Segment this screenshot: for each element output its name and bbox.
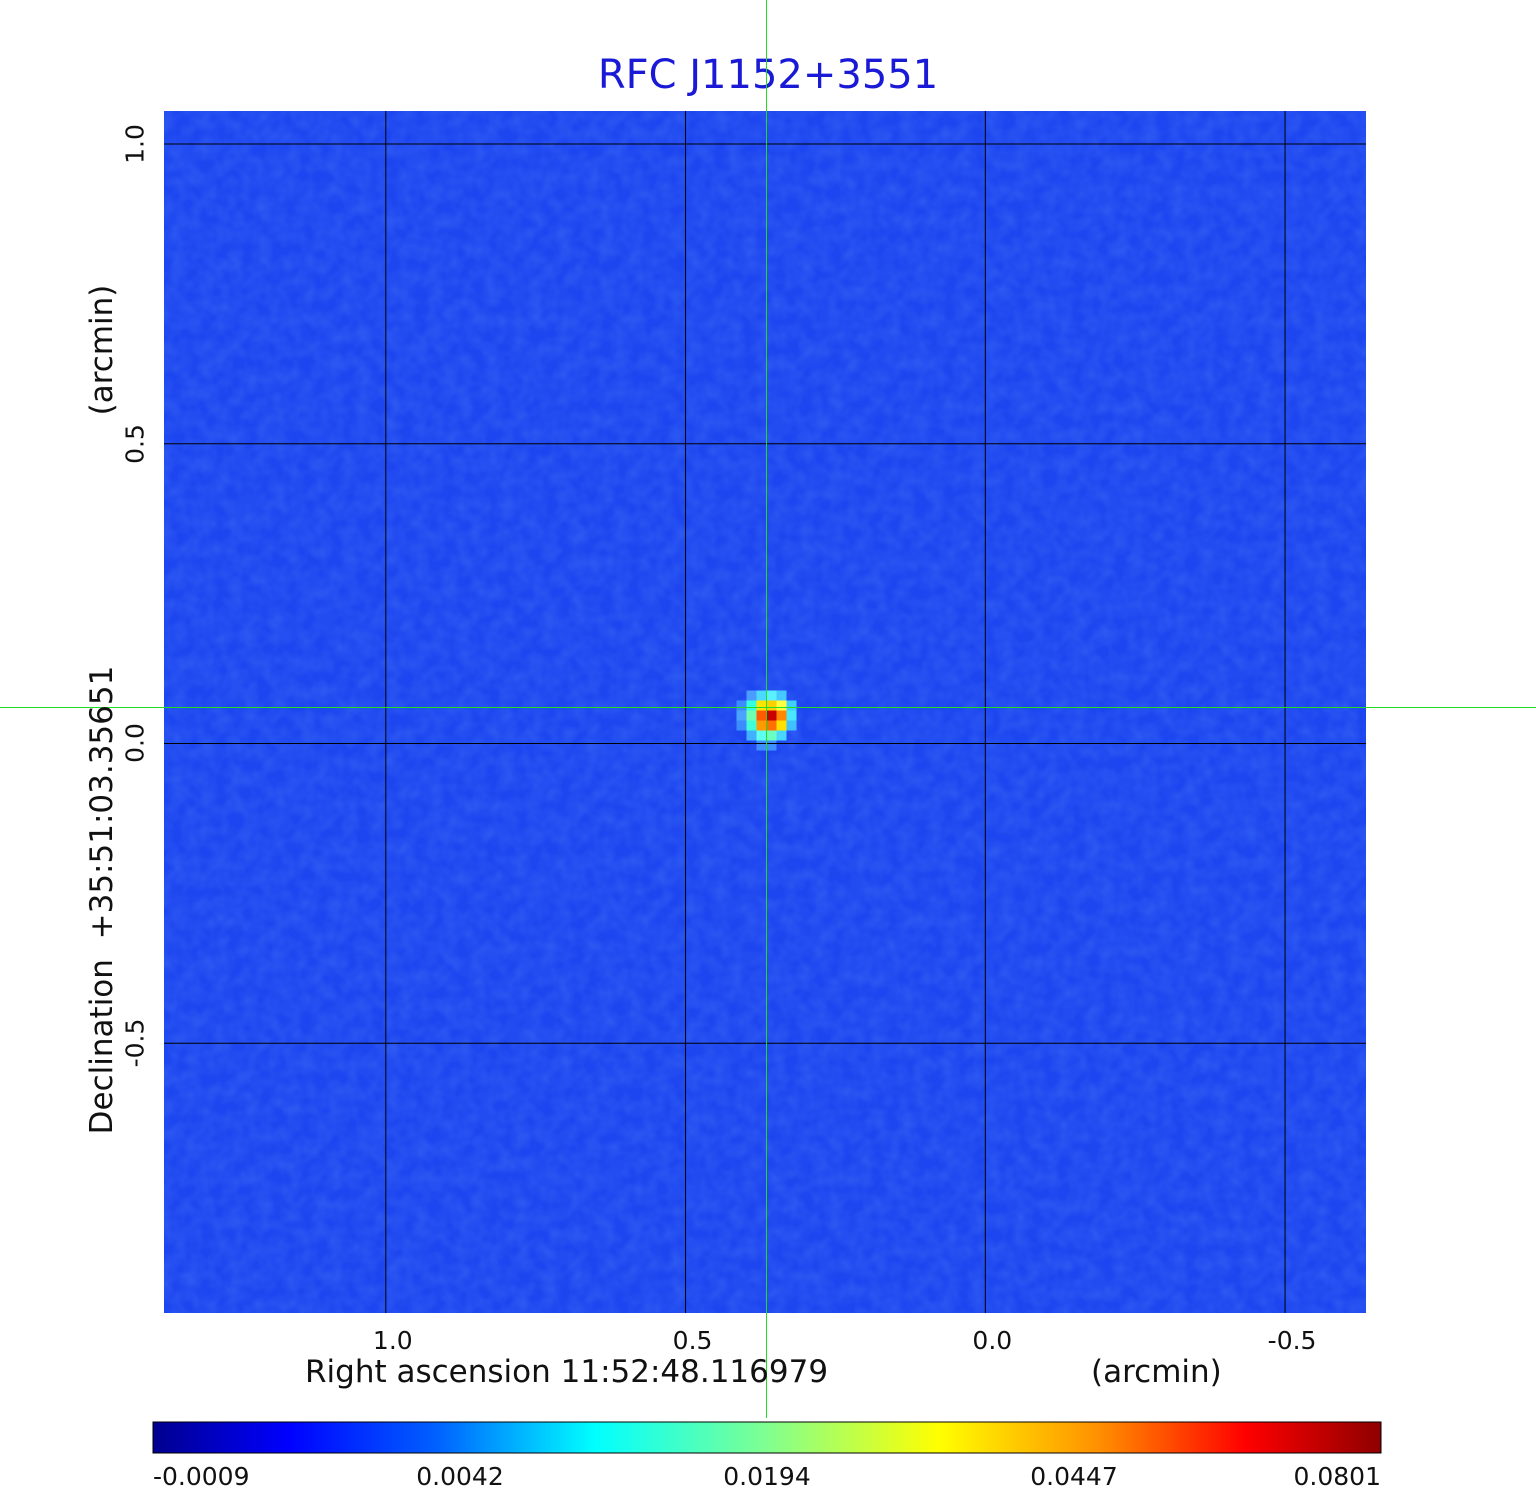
source-pixel bbox=[736, 710, 747, 721]
source-pixel bbox=[766, 740, 777, 751]
crosshair bbox=[0, 0, 1536, 1418]
colorbar-tick-label: 0.0194 bbox=[723, 1462, 811, 1491]
source-pixel bbox=[786, 700, 797, 711]
source-pixel bbox=[776, 710, 787, 721]
source-pixel bbox=[766, 690, 777, 701]
x-axis-unit: (arcmin) bbox=[1091, 1354, 1222, 1390]
x-tick-label: 0.0 bbox=[972, 1326, 1013, 1355]
source-pixel bbox=[746, 720, 757, 731]
source-pixel bbox=[756, 690, 767, 701]
y-tick-label: -0.5 bbox=[120, 1018, 150, 1068]
y-axis-label: Declination +35:51:03.35651 bbox=[84, 665, 120, 1135]
colorbar-gradient bbox=[152, 1421, 1382, 1454]
image-pixels bbox=[164, 111, 1366, 1313]
source-pixel bbox=[746, 700, 757, 711]
source-pixel bbox=[756, 730, 767, 741]
colorbar-tick-label: 0.0042 bbox=[416, 1462, 504, 1491]
x-tick-label: 1.0 bbox=[372, 1326, 413, 1355]
y-tick-label: 0.0 bbox=[120, 723, 150, 764]
source-pixel bbox=[756, 720, 767, 731]
source-pixel bbox=[766, 720, 777, 731]
colorbar bbox=[152, 1421, 1382, 1454]
y-tick-label: 0.5 bbox=[120, 423, 150, 464]
source-pixel bbox=[776, 730, 787, 741]
source-pixel bbox=[786, 720, 797, 731]
colorbar-tick-label: 0.0801 bbox=[1293, 1462, 1381, 1491]
source-pixel bbox=[756, 740, 767, 751]
source-pixel bbox=[776, 690, 787, 701]
source-pixel bbox=[766, 710, 777, 721]
source-pixel bbox=[756, 700, 767, 711]
x-axis-label: Right ascension 11:52:48.116979 bbox=[305, 1354, 829, 1390]
coordinate-grid bbox=[164, 111, 1366, 1313]
colorbar-tick-label: 0.0447 bbox=[1030, 1462, 1118, 1491]
y-tick-label: 1.0 bbox=[120, 124, 150, 164]
y-axis-unit: (arcmin) bbox=[84, 284, 120, 416]
source-pixel bbox=[756, 710, 767, 721]
x-tick-label: 0.5 bbox=[672, 1326, 713, 1355]
source-pixel bbox=[736, 700, 747, 711]
source-pixel bbox=[766, 730, 777, 741]
source-pixel bbox=[746, 690, 757, 701]
source-pixel bbox=[786, 710, 797, 721]
source-pixel bbox=[736, 720, 747, 731]
x-tick-label: -0.5 bbox=[1267, 1326, 1317, 1355]
source-pixel bbox=[746, 730, 757, 741]
source-pixel bbox=[776, 720, 787, 731]
colorbar-tick-label: -0.0009 bbox=[153, 1462, 250, 1491]
source-pixel bbox=[776, 700, 787, 711]
source-pixel bbox=[766, 700, 777, 711]
source-pixel bbox=[746, 710, 757, 721]
chart-title: RFC J1152+3551 bbox=[597, 52, 939, 98]
